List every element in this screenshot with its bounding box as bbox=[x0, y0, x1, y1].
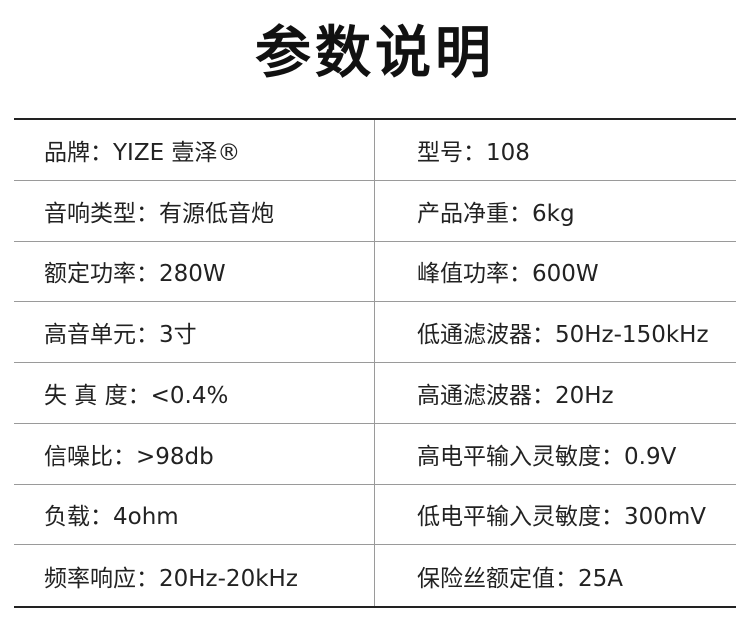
spec-rated-power: 额定功率：280W bbox=[14, 241, 375, 302]
spec-model: 型号：108 bbox=[417, 139, 530, 166]
spec-frequency-response: 频率响应：20Hz-20kHz bbox=[14, 545, 375, 606]
spec-fuse-rating: 保险丝额定值：25A bbox=[417, 565, 624, 592]
spec-load: 负载：4ohm bbox=[14, 484, 375, 545]
spec-row: 高音单元：3寸 低通滤波器：50Hz-150kHz bbox=[14, 302, 736, 363]
spec-high-pass-filter: 高通滤波器：20Hz bbox=[417, 382, 614, 409]
spec-low-level-sensitivity: 低电平输入灵敏度：300mV bbox=[417, 504, 707, 531]
spec-row: 额定功率：280W 峰值功率：600W bbox=[14, 241, 736, 303]
spec-row: 负载：4ohm 低电平输入灵敏度：300mV bbox=[14, 484, 736, 546]
spec-row: 音响类型：有源低音炮 产品净重：6kg bbox=[14, 180, 736, 242]
spec-net-weight: 产品净重：6kg bbox=[417, 200, 575, 227]
spec-low-pass-filter: 低通滤波器：50Hz-150kHz bbox=[417, 322, 709, 349]
spec-row: 品牌：YIZE 壹泽® 型号：108 bbox=[14, 120, 736, 181]
spec-row: 信噪比：>98db 高电平输入灵敏度：0.9V bbox=[14, 423, 736, 485]
spec-speaker-type: 音响类型：有源低音炮 bbox=[14, 180, 375, 241]
spec-snr: 信噪比：>98db bbox=[14, 423, 375, 484]
spec-row: 失 真 度：<0.4% 高通滤波器：20Hz bbox=[14, 363, 736, 424]
spec-brand: 品牌：YIZE 壹泽® bbox=[14, 120, 375, 180]
spec-row: 频率响应：20Hz-20kHz 保险丝额定值：25A bbox=[14, 545, 736, 606]
spec-peak-power: 峰值功率：600W bbox=[417, 261, 599, 288]
spec-tweeter: 高音单元：3寸 bbox=[14, 302, 375, 362]
spec-distortion: 失 真 度：<0.4% bbox=[14, 363, 375, 423]
spec-table: 品牌：YIZE 壹泽® 型号：108 音响类型：有源低音炮 产品净重：6kg 额… bbox=[14, 118, 736, 608]
page-title: 参数说明 bbox=[255, 21, 495, 86]
spec-high-level-sensitivity: 高电平输入灵敏度：0.9V bbox=[417, 443, 677, 470]
